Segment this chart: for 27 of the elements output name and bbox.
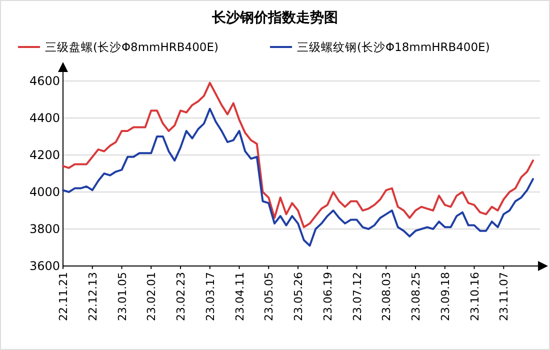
x-tick-label: 23.08.25 <box>410 272 422 321</box>
line-series <box>62 108 534 247</box>
x-tick-label: 23.08.03 <box>380 272 394 321</box>
x-tick-label: 22.12.13 <box>86 272 100 321</box>
x-tick-label: 23.02.01 <box>145 272 158 321</box>
x-tick-label: 23.03.17 <box>204 272 217 321</box>
y-tick-label: 4600 <box>29 74 60 88</box>
x-tick-label: 23.05.26 <box>292 272 305 321</box>
legend-label: 三级螺纹钢(长沙Φ18mmHRB400E) <box>297 40 490 54</box>
x-tick-label: 23.09.18 <box>438 272 452 321</box>
x-tick-label: 23.05.05 <box>262 272 276 321</box>
chart-title: 长沙钢价指数走势图 <box>211 10 338 26</box>
y-tick-label: 3800 <box>29 222 60 236</box>
x-tick-label: 22.11.21 <box>57 272 70 321</box>
y-tick-label: 4000 <box>29 185 60 199</box>
legend-label: 三级盘螺(长沙Φ8mmHRB400E) <box>45 40 218 54</box>
x-tick-label: 23.02.23 <box>174 272 188 321</box>
line-series <box>62 82 534 228</box>
y-tick-label: 3600 <box>29 259 60 273</box>
y-tick-label: 4200 <box>29 148 60 162</box>
x-tick-label: 23.06.19 <box>321 272 334 321</box>
x-tick-label: 23.10.16 <box>468 272 482 321</box>
y-tick-label: 4400 <box>29 111 60 125</box>
x-tick-label: 23.04.11 <box>233 272 246 321</box>
x-tick-label: 23.07.12 <box>350 272 364 321</box>
x-tick-label: 23.11.07 <box>498 272 511 321</box>
x-tick-label: 23.01.05 <box>116 272 129 321</box>
